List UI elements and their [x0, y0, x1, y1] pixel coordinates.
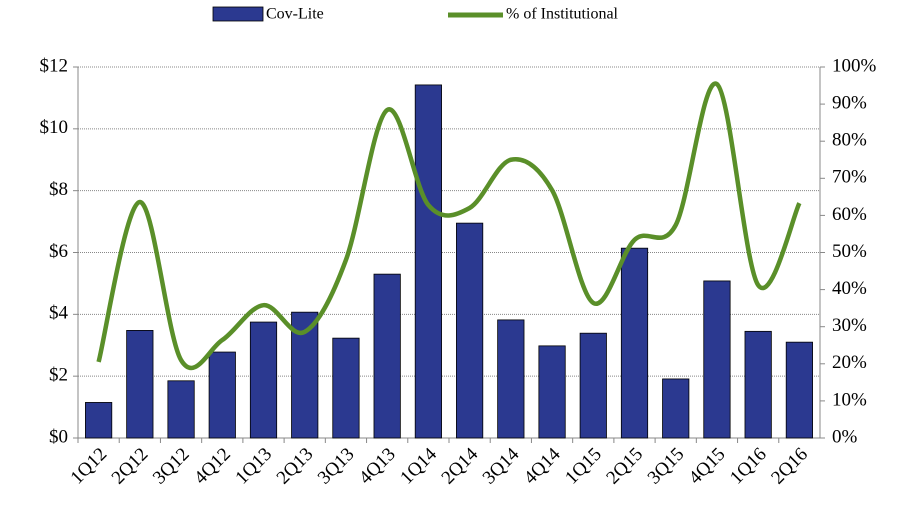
x-tick-label: 1Q16 [726, 444, 771, 489]
y2-tick-label: 30% [832, 315, 867, 336]
x-tick-label: 3Q15 [644, 444, 689, 489]
bar [662, 378, 690, 439]
x-tick-label: 2Q15 [602, 444, 647, 489]
x-tick-label: 1Q15 [561, 444, 606, 489]
x-tick-label: 2Q12 [108, 444, 153, 489]
bar [538, 345, 566, 439]
bar [249, 321, 278, 439]
bar [208, 351, 236, 439]
x-tick-label: 4Q12 [190, 444, 235, 489]
y2-tick-label: 90% [832, 92, 867, 113]
x-tick-label: 3Q13 [314, 444, 359, 489]
legend-label: Cov-Lite [266, 6, 324, 23]
legend-label: % of Institutional [506, 6, 619, 23]
bar [332, 337, 360, 439]
y2-tick-label: 60% [832, 204, 867, 225]
y2-tick-label: 70% [832, 167, 867, 188]
bar [703, 280, 731, 439]
y2-tick-label: 10% [832, 389, 867, 410]
y2-tick-label: 50% [832, 241, 867, 262]
y-tick-label: $2 [49, 365, 68, 386]
bar [373, 273, 401, 439]
x-tick-label: 2Q14 [438, 443, 483, 488]
x-tick-label: 4Q14 [520, 443, 565, 488]
bar [620, 247, 649, 439]
bar [744, 330, 772, 439]
x-tick-label: 2Q16 [767, 444, 812, 489]
bar [456, 222, 484, 439]
y2-tick-label: 0% [832, 426, 858, 447]
bar [497, 319, 525, 439]
x-tick-label: 4Q13 [355, 444, 400, 489]
y-tick-label: $12 [40, 55, 69, 76]
bar [126, 330, 154, 439]
x-tick-label: 3Q12 [149, 444, 194, 489]
y2-tick-label: 20% [832, 352, 867, 373]
x-tick-label: 4Q15 [685, 444, 730, 489]
bar [85, 402, 113, 439]
line [96, 81, 802, 371]
x-tick-label: 2Q13 [273, 444, 318, 489]
x-tick-label: 3Q14 [479, 443, 524, 488]
bar [579, 332, 607, 439]
legend-swatch [212, 6, 264, 22]
x-tick-label: 1Q13 [231, 444, 276, 489]
y-tick-label: $6 [49, 241, 68, 262]
bar [167, 380, 195, 439]
y-tick-label: $10 [40, 117, 69, 138]
y-tick-label: $8 [49, 179, 68, 200]
x-tick-label: 1Q12 [67, 444, 112, 489]
y2-tick-label: 80% [832, 130, 867, 151]
y2-tick-label: 40% [832, 278, 867, 299]
bar [785, 341, 813, 439]
y-tick-label: $4 [49, 303, 69, 324]
x-tick-label: 1Q14 [396, 443, 441, 488]
bar [414, 84, 442, 439]
y-tick-label: $0 [49, 426, 68, 447]
y2-tick-label: 100% [832, 55, 877, 76]
